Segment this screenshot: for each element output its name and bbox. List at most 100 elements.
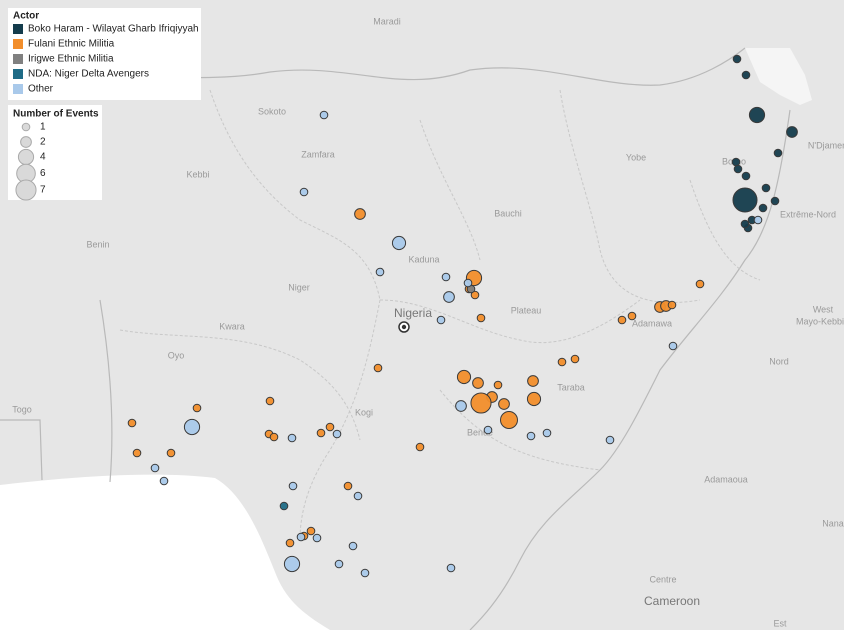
- size-legend-label: 6: [40, 168, 46, 179]
- event-marker: [332, 429, 342, 439]
- size-legend-label: 7: [40, 185, 46, 196]
- event-marker: [472, 377, 484, 389]
- size-legend-title: Number of Events: [13, 109, 99, 120]
- event-marker: [312, 533, 322, 543]
- actor-legend-box: [8, 8, 201, 100]
- event-marker: [150, 463, 160, 473]
- place-label: Kwara: [219, 321, 245, 331]
- legend-label: Other: [28, 84, 54, 95]
- event-marker: [446, 563, 456, 573]
- event-marker: [353, 491, 363, 501]
- event-marker: [668, 341, 678, 351]
- event-marker: [354, 208, 366, 220]
- event-marker: [415, 442, 425, 452]
- event-marker: [166, 448, 176, 458]
- event-marker: [758, 203, 768, 213]
- event-marker: [741, 70, 751, 80]
- place-label: Benue: [467, 427, 493, 437]
- event-marker: [557, 357, 567, 367]
- event-marker: [627, 311, 637, 321]
- event-marker: [325, 422, 335, 432]
- event-marker: [319, 110, 329, 120]
- event-marker: [773, 148, 783, 158]
- actor-legend-title: Actor: [13, 11, 39, 22]
- event-marker: [288, 481, 298, 491]
- place-label: Taraba: [557, 382, 585, 392]
- event-marker: [285, 538, 295, 548]
- event-marker: [334, 559, 344, 569]
- event-marker: [740, 219, 750, 229]
- event-marker: [733, 164, 743, 174]
- event-marker: [731, 157, 741, 167]
- event-marker: [127, 418, 137, 428]
- event-marker: [360, 568, 370, 578]
- size-legend-label: 1: [40, 122, 46, 133]
- event-marker: [183, 418, 201, 436]
- event-marker: [463, 278, 473, 288]
- event-marker: [570, 354, 580, 364]
- event-marker: [732, 187, 758, 213]
- event-marker: [132, 448, 142, 458]
- place-label: Kogi: [355, 407, 373, 417]
- event-marker: [753, 215, 763, 225]
- place-label: Zamfara: [301, 149, 335, 159]
- legend-swatch: [13, 24, 23, 34]
- sea: [0, 474, 330, 630]
- event-marker: [493, 380, 503, 390]
- legend-label: Fulani Ethnic Militia: [28, 39, 115, 50]
- place-label: Benin: [86, 239, 109, 249]
- event-marker: [617, 315, 627, 325]
- legend-label: Boko Haram - Wilayat Gharb Ifriqiyyah: [28, 24, 199, 35]
- event-marker: [192, 403, 202, 413]
- lake-chad: [745, 48, 812, 105]
- event-marker: [786, 126, 798, 138]
- event-marker: [441, 272, 451, 282]
- place-label: Nord: [769, 356, 789, 366]
- size-legend-marker: [21, 122, 31, 132]
- place-label: Yobe: [626, 152, 646, 162]
- place-label: Extrême-Nord: [780, 209, 836, 219]
- size-legend-label: 2: [40, 137, 46, 148]
- place-label: Nana: [822, 518, 844, 528]
- place-label: Kebbi: [186, 169, 209, 179]
- event-marker: [695, 279, 705, 289]
- event-marker: [761, 183, 771, 193]
- event-marker: [373, 363, 383, 373]
- place-label: West: [813, 304, 834, 314]
- event-marker: [296, 532, 306, 542]
- legend-swatch: [13, 39, 23, 49]
- event-marker: [526, 431, 536, 441]
- event-marker: [375, 267, 385, 277]
- legend-swatch: [13, 69, 23, 79]
- event-marker: [500, 411, 518, 429]
- place-label: Niger: [288, 282, 310, 292]
- event-marker: [770, 196, 780, 206]
- place-label: Cameroon: [644, 594, 700, 608]
- event-marker: [542, 428, 552, 438]
- event-marker: [265, 396, 275, 406]
- event-marker: [436, 315, 446, 325]
- event-marker: [306, 526, 316, 536]
- place-label: Maradi: [373, 16, 401, 26]
- place-label: Sokoto: [258, 106, 286, 116]
- event-marker: [748, 106, 766, 124]
- place-label: Adamaoua: [704, 474, 748, 484]
- event-marker: [741, 171, 751, 181]
- place-label: Oyo: [168, 350, 185, 360]
- event-marker: [476, 313, 486, 323]
- event-marker: [732, 54, 742, 64]
- event-marker: [283, 555, 301, 573]
- state-borders: [119, 89, 761, 541]
- place-label: Nigeria: [394, 306, 432, 320]
- size-legend-marker: [15, 179, 37, 201]
- event-marker: [605, 435, 615, 445]
- legend-label: Irigwe Ethnic Militia: [28, 54, 114, 65]
- event-marker: [316, 428, 326, 438]
- place-label: N'Djamena: [808, 140, 844, 150]
- place-label: Centre: [649, 574, 676, 584]
- event-marker: [287, 433, 297, 443]
- size-legend-marker: [20, 136, 32, 148]
- place-label: Bauchi: [494, 208, 522, 218]
- event-marker: [667, 300, 677, 310]
- event-marker: [498, 398, 510, 410]
